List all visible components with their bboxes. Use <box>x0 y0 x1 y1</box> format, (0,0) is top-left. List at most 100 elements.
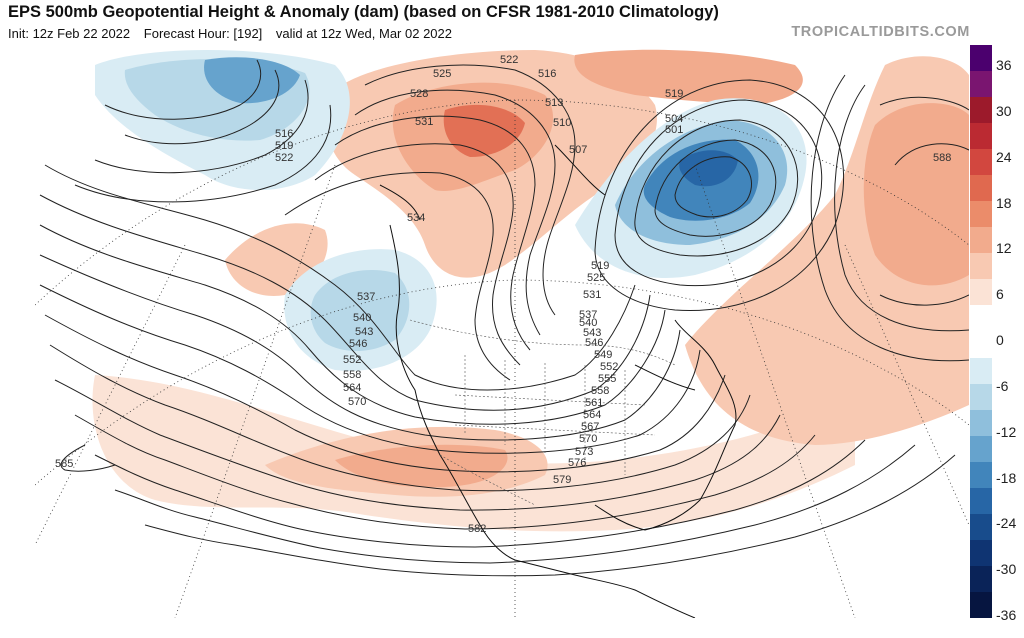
init-time: Init: 12z Feb 22 2022 <box>8 26 131 41</box>
contour-label: 519 <box>665 88 683 100</box>
colorbar-segment <box>970 487 992 515</box>
colorbar-segment <box>970 71 992 98</box>
colorbar-tick-label: 24 <box>996 148 1012 165</box>
colorbar-segment <box>970 539 992 567</box>
contour-label: 558 <box>591 385 609 397</box>
contour-label: 564 <box>343 382 361 394</box>
colorbar-segment <box>970 461 992 489</box>
colorbar-segment <box>970 435 992 463</box>
anomaly-atlantic-core <box>863 103 969 286</box>
contour-label: 573 <box>575 446 593 458</box>
colorbar-tick-label: -24 <box>996 515 1017 532</box>
colorbar-segment <box>970 97 992 124</box>
contour-label: 525 <box>587 272 605 284</box>
contour-label: 567 <box>581 421 599 433</box>
contour-label: 519 <box>275 140 293 152</box>
colorbar-segment <box>970 279 992 306</box>
colorbar-tick-label: 36 <box>996 57 1012 73</box>
contour-label: 528 <box>410 88 428 100</box>
anomaly-subtropical-ridge <box>92 375 855 532</box>
colorbar-segment <box>970 305 992 332</box>
colorbar-segment <box>970 45 992 72</box>
anomaly-north-atlantic <box>574 49 803 105</box>
colorbar-tick-label: 18 <box>996 194 1012 211</box>
height-contours <box>39 59 969 577</box>
contour-label: 513 <box>545 97 563 109</box>
forecast-hour: Forecast Hour: [192] <box>143 26 263 41</box>
colorbar-tick-label: 6 <box>996 286 1004 303</box>
contour-label: 564 <box>583 409 601 421</box>
colorbar-segment <box>970 149 992 176</box>
contour-label: 516 <box>538 68 556 80</box>
contour-label: 555 <box>598 373 616 385</box>
colorbar-segment <box>970 227 992 254</box>
chart-title: EPS 500mb Geopotential Height & Anomaly … <box>8 3 719 21</box>
political-borders <box>409 319 676 506</box>
contour-label: 522 <box>500 54 518 66</box>
contour-label: 570 <box>579 433 597 445</box>
colorbar-segment <box>970 409 992 437</box>
contour-label: 543 <box>355 326 373 338</box>
colorbar-segment <box>970 253 992 280</box>
contour-label: 546 <box>585 337 603 349</box>
contour-label: 531 <box>583 289 601 301</box>
colorbar-tick-label: -36 <box>996 607 1017 624</box>
colorbar-segment <box>970 331 992 359</box>
contour-label: 561 <box>585 397 603 409</box>
weather-map: 516 519 522 525 528 531 534 537 540 543 … <box>35 45 969 618</box>
contour-label: 519 <box>591 260 609 272</box>
colorbar-tick-label: 0 <box>996 332 1004 349</box>
colorbar-segment <box>970 201 992 228</box>
valid-time: valid at 12z Wed, Mar 02 2022 <box>275 26 452 41</box>
anomaly-greenland-center <box>679 150 738 187</box>
colorbar-tick-label: -12 <box>996 423 1017 440</box>
coastlines <box>379 144 737 618</box>
contour-label: 504 <box>665 113 683 125</box>
contour-label: 579 <box>553 474 571 486</box>
anomaly-bering-center <box>204 57 300 104</box>
contour-label: 570 <box>348 396 366 408</box>
contour-label: 510 <box>553 117 571 129</box>
chart-subtitle: Init: 12z Feb 22 2022 Forecast Hour: [19… <box>8 26 462 41</box>
anomaly-sw-us-core <box>335 444 508 488</box>
contour-label: 525 <box>433 68 451 80</box>
graticule <box>35 99 969 618</box>
contour-label: 540 <box>353 312 371 324</box>
contour-label: 531 <box>415 116 433 128</box>
contour-label: 537 <box>357 291 375 303</box>
colorbar-segment <box>970 513 992 541</box>
contour-label: 537 <box>579 309 597 321</box>
colorbar-tick-label: -30 <box>996 561 1017 578</box>
map-canvas: 516 519 522 525 528 531 534 537 540 543 … <box>35 49 969 618</box>
colorbar-segment <box>970 565 992 593</box>
contour-label: 552 <box>343 354 361 366</box>
positive-anomaly-fill <box>92 49 969 532</box>
contour-label: 582 <box>468 523 486 535</box>
site-credit: TROPICALTIDBITS.COM <box>791 24 970 40</box>
contour-label: 552 <box>600 361 618 373</box>
colorbar-segment <box>970 357 992 385</box>
contour-label: 534 <box>407 212 425 224</box>
colorbar-segment <box>970 383 992 411</box>
contour-label: 522 <box>275 152 293 164</box>
colorbar-tick-label: -18 <box>996 469 1017 486</box>
anomaly-colorbar <box>970 45 992 619</box>
contour-label: 540 <box>579 317 597 329</box>
contour-label: 588 <box>933 152 951 164</box>
colorbar-tick-label: -6 <box>996 377 1009 394</box>
contour-label: 549 <box>594 349 612 361</box>
contour-label: 585 <box>55 458 73 470</box>
colorbar-tick-label: 12 <box>996 240 1012 257</box>
colorbar-segment <box>970 175 992 202</box>
contour-label: 516 <box>275 128 293 140</box>
contour-label: 576 <box>568 457 586 469</box>
contour-label: 501 <box>665 124 683 136</box>
colorbar-segment <box>970 591 992 619</box>
contour-label: 543 <box>583 327 601 339</box>
contour-labels: 516 519 522 525 528 531 534 537 540 543 … <box>55 54 951 535</box>
contour-label: 546 <box>349 338 367 350</box>
colorbar-tick-label: 30 <box>996 102 1012 119</box>
contour-label: 507 <box>569 144 587 156</box>
colorbar-segment <box>970 123 992 150</box>
contour-label: 558 <box>343 369 361 381</box>
